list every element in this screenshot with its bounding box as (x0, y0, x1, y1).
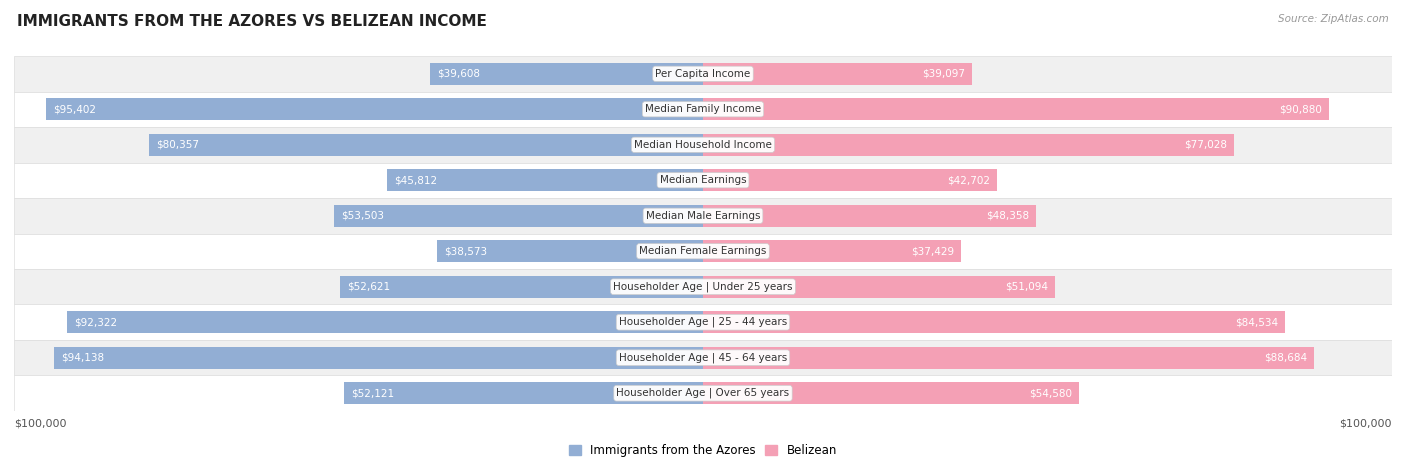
Text: $95,402: $95,402 (52, 104, 96, 114)
Bar (430, 63, 703, 85)
Text: $51,094: $51,094 (1005, 282, 1047, 292)
Text: Median Earnings: Median Earnings (659, 175, 747, 185)
FancyBboxPatch shape (14, 269, 1392, 304)
Text: $48,358: $48,358 (986, 211, 1029, 221)
Bar (55, 347, 703, 369)
Text: $39,608: $39,608 (437, 69, 479, 79)
Bar (703, 63, 973, 85)
Text: Source: ZipAtlas.com: Source: ZipAtlas.com (1278, 14, 1389, 24)
Bar (437, 240, 703, 262)
Bar (703, 240, 960, 262)
Bar (67, 311, 703, 333)
FancyBboxPatch shape (14, 92, 1392, 127)
Text: $53,503: $53,503 (342, 211, 384, 221)
Bar (340, 276, 703, 298)
FancyBboxPatch shape (14, 198, 1392, 234)
Bar (335, 205, 703, 227)
Text: $88,684: $88,684 (1264, 353, 1308, 363)
FancyBboxPatch shape (14, 127, 1392, 163)
Text: $54,580: $54,580 (1029, 388, 1073, 398)
Bar (388, 169, 703, 191)
Bar (703, 347, 1315, 369)
Bar (703, 98, 1329, 120)
Text: $38,573: $38,573 (444, 246, 488, 256)
FancyBboxPatch shape (14, 340, 1392, 375)
Text: $77,028: $77,028 (1184, 140, 1227, 150)
Text: Median Female Earnings: Median Female Earnings (640, 246, 766, 256)
Text: $39,097: $39,097 (922, 69, 966, 79)
Bar (703, 382, 1078, 404)
Text: Median Family Income: Median Family Income (645, 104, 761, 114)
Text: $45,812: $45,812 (394, 175, 437, 185)
Text: Median Household Income: Median Household Income (634, 140, 772, 150)
Text: $100,000: $100,000 (14, 419, 66, 429)
FancyBboxPatch shape (14, 234, 1392, 269)
Text: $37,429: $37,429 (911, 246, 955, 256)
Text: Per Capita Income: Per Capita Income (655, 69, 751, 79)
Text: $52,121: $52,121 (352, 388, 394, 398)
Text: Householder Age | Under 25 years: Householder Age | Under 25 years (613, 282, 793, 292)
FancyBboxPatch shape (14, 163, 1392, 198)
Bar (703, 169, 997, 191)
Bar (46, 98, 703, 120)
Text: Householder Age | 25 - 44 years: Householder Age | 25 - 44 years (619, 317, 787, 327)
Text: $42,702: $42,702 (948, 175, 990, 185)
Text: $52,621: $52,621 (347, 282, 391, 292)
FancyBboxPatch shape (14, 56, 1392, 92)
Text: $90,880: $90,880 (1279, 104, 1322, 114)
FancyBboxPatch shape (14, 304, 1392, 340)
Bar (149, 134, 703, 156)
Bar (703, 205, 1036, 227)
Text: IMMIGRANTS FROM THE AZORES VS BELIZEAN INCOME: IMMIGRANTS FROM THE AZORES VS BELIZEAN I… (17, 14, 486, 29)
Text: $94,138: $94,138 (62, 353, 104, 363)
Text: Median Male Earnings: Median Male Earnings (645, 211, 761, 221)
Text: $100,000: $100,000 (1340, 419, 1392, 429)
Text: $92,322: $92,322 (75, 317, 117, 327)
Text: $80,357: $80,357 (156, 140, 200, 150)
Bar (344, 382, 703, 404)
Legend: Immigrants from the Azores, Belizean: Immigrants from the Azores, Belizean (564, 439, 842, 462)
Bar (703, 134, 1233, 156)
Bar (703, 276, 1054, 298)
Text: $84,534: $84,534 (1236, 317, 1278, 327)
FancyBboxPatch shape (14, 375, 1392, 411)
Text: Householder Age | Over 65 years: Householder Age | Over 65 years (616, 388, 790, 398)
Bar (703, 311, 1285, 333)
Text: Householder Age | 45 - 64 years: Householder Age | 45 - 64 years (619, 353, 787, 363)
